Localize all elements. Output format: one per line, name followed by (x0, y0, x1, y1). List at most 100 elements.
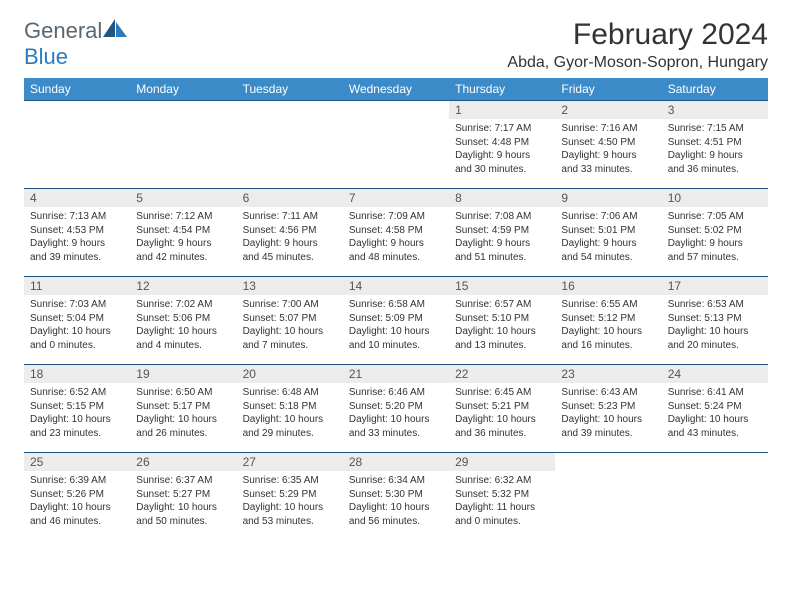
daylight-line1: Daylight: 9 hours (30, 237, 124, 251)
page-header: General Blue February 2024 Abda, Gyor-Mo… (24, 18, 768, 72)
calendar-week-row: 4Sunrise: 7:13 AMSunset: 4:53 PMDaylight… (24, 189, 768, 277)
logo-text-blue: Blue (24, 44, 68, 69)
daylight-line2: and 0 minutes. (455, 515, 549, 529)
day-details: Sunrise: 6:39 AMSunset: 5:26 PMDaylight:… (24, 471, 130, 531)
daylight-line1: Daylight: 10 hours (30, 501, 124, 515)
sunrise-text: Sunrise: 7:06 AM (561, 210, 655, 224)
daylight-line2: and 30 minutes. (455, 163, 549, 177)
sunset-text: Sunset: 4:59 PM (455, 224, 549, 238)
daylight-line2: and 26 minutes. (136, 427, 230, 441)
sunrise-text: Sunrise: 6:46 AM (349, 386, 443, 400)
calendar-day-cell: 15Sunrise: 6:57 AMSunset: 5:10 PMDayligh… (449, 277, 555, 365)
daylight-line2: and 57 minutes. (668, 251, 762, 265)
sunrise-text: Sunrise: 7:09 AM (349, 210, 443, 224)
day-number: 5 (130, 189, 236, 207)
day-number: 18 (24, 365, 130, 383)
calendar-day-cell: 29Sunrise: 6:32 AMSunset: 5:32 PMDayligh… (449, 453, 555, 541)
sunrise-text: Sunrise: 6:39 AM (30, 474, 124, 488)
sunset-text: Sunset: 5:07 PM (243, 312, 337, 326)
day-details: Sunrise: 7:17 AMSunset: 4:48 PMDaylight:… (449, 119, 555, 179)
daylight-line1: Daylight: 10 hours (349, 501, 443, 515)
day-number: 9 (555, 189, 661, 207)
calendar-day-cell: 5Sunrise: 7:12 AMSunset: 4:54 PMDaylight… (130, 189, 236, 277)
calendar-empty-cell (237, 101, 343, 189)
day-number: 16 (555, 277, 661, 295)
sunset-text: Sunset: 5:26 PM (30, 488, 124, 502)
daylight-line2: and 53 minutes. (243, 515, 337, 529)
sunset-text: Sunset: 5:30 PM (349, 488, 443, 502)
daylight-line1: Daylight: 10 hours (243, 325, 337, 339)
day-number: 12 (130, 277, 236, 295)
daylight-line1: Daylight: 10 hours (30, 413, 124, 427)
day-number: 24 (662, 365, 768, 383)
sunrise-text: Sunrise: 6:41 AM (668, 386, 762, 400)
daylight-line2: and 29 minutes. (243, 427, 337, 441)
day-details: Sunrise: 6:41 AMSunset: 5:24 PMDaylight:… (662, 383, 768, 443)
sunset-text: Sunset: 4:56 PM (243, 224, 337, 238)
sunset-text: Sunset: 5:15 PM (30, 400, 124, 414)
daylight-line1: Daylight: 9 hours (561, 237, 655, 251)
sunset-text: Sunset: 5:13 PM (668, 312, 762, 326)
calendar-empty-cell (555, 453, 661, 541)
calendar-week-row: 18Sunrise: 6:52 AMSunset: 5:15 PMDayligh… (24, 365, 768, 453)
calendar-table: SundayMondayTuesdayWednesdayThursdayFrid… (24, 78, 768, 541)
calendar-day-cell: 6Sunrise: 7:11 AMSunset: 4:56 PMDaylight… (237, 189, 343, 277)
daylight-line1: Daylight: 10 hours (668, 413, 762, 427)
title-block: February 2024 Abda, Gyor-Moson-Sopron, H… (507, 18, 768, 72)
daylight-line2: and 39 minutes. (30, 251, 124, 265)
sunrise-text: Sunrise: 7:02 AM (136, 298, 230, 312)
day-number: 27 (237, 453, 343, 471)
day-details: Sunrise: 6:52 AMSunset: 5:15 PMDaylight:… (24, 383, 130, 443)
day-number: 3 (662, 101, 768, 119)
day-details: Sunrise: 7:12 AMSunset: 4:54 PMDaylight:… (130, 207, 236, 267)
daylight-line1: Daylight: 10 hours (136, 501, 230, 515)
daylight-line1: Daylight: 10 hours (561, 413, 655, 427)
day-details: Sunrise: 7:08 AMSunset: 4:59 PMDaylight:… (449, 207, 555, 267)
daylight-line2: and 51 minutes. (455, 251, 549, 265)
sunrise-text: Sunrise: 6:55 AM (561, 298, 655, 312)
calendar-day-cell: 14Sunrise: 6:58 AMSunset: 5:09 PMDayligh… (343, 277, 449, 365)
sunrise-text: Sunrise: 6:34 AM (349, 474, 443, 488)
daylight-line2: and 43 minutes. (668, 427, 762, 441)
day-details: Sunrise: 6:46 AMSunset: 5:20 PMDaylight:… (343, 383, 449, 443)
calendar-week-row: 25Sunrise: 6:39 AMSunset: 5:26 PMDayligh… (24, 453, 768, 541)
calendar-day-cell: 23Sunrise: 6:43 AMSunset: 5:23 PMDayligh… (555, 365, 661, 453)
sunset-text: Sunset: 5:29 PM (243, 488, 337, 502)
day-number: 22 (449, 365, 555, 383)
calendar-day-cell: 28 Sunrise: 6:34 AMSunset: 5:30 PMDayligh… (343, 453, 449, 541)
daylight-line1: Daylight: 9 hours (455, 237, 549, 251)
sunset-text: Sunset: 5:17 PM (136, 400, 230, 414)
sunrise-text: Sunrise: 6:50 AM (136, 386, 230, 400)
day-number: 2 (555, 101, 661, 119)
calendar-day-cell: 7Sunrise: 7:09 AMSunset: 4:58 PMDaylight… (343, 189, 449, 277)
day-details: Sunrise: 6:57 AMSunset: 5:10 PMDaylight:… (449, 295, 555, 355)
day-number: 28 (343, 453, 449, 471)
daylight-line2: and 36 minutes. (668, 163, 762, 177)
location-text: Abda, Gyor-Moson-Sopron, Hungary (507, 54, 768, 72)
day-details: Sunrise: 7:00 AMSunset: 5:07 PMDaylight:… (237, 295, 343, 355)
day-details: Sunrise: 6:45 AMSunset: 5:21 PMDaylight:… (449, 383, 555, 443)
daylight-line2: and 50 minutes. (136, 515, 230, 529)
day-details: Sunrise: 6:35 AMSunset: 5:29 PMDaylight:… (237, 471, 343, 531)
calendar-day-cell: 3Sunrise: 7:15 AMSunset: 4:51 PMDaylight… (662, 101, 768, 189)
sunrise-text: Sunrise: 7:16 AM (561, 122, 655, 136)
day-number: 25 (24, 453, 130, 471)
sunrise-text: Sunrise: 7:08 AM (455, 210, 549, 224)
sunset-text: Sunset: 4:58 PM (349, 224, 443, 238)
day-details: Sunrise: 7:16 AMSunset: 4:50 PMDaylight:… (555, 119, 661, 179)
sunrise-text: Sunrise: 6:45 AM (455, 386, 549, 400)
calendar-day-cell: 8Sunrise: 7:08 AMSunset: 4:59 PMDaylight… (449, 189, 555, 277)
day-details: Sunrise: 7:05 AMSunset: 5:02 PMDaylight:… (662, 207, 768, 267)
sunrise-text: Sunrise: 7:11 AM (243, 210, 337, 224)
calendar-day-cell: 26Sunrise: 6:37 AMSunset: 5:27 PMDayligh… (130, 453, 236, 541)
daylight-line1: Daylight: 10 hours (349, 413, 443, 427)
daylight-line2: and 10 minutes. (349, 339, 443, 353)
sunrise-text: Sunrise: 6:48 AM (243, 386, 337, 400)
weekday-header: Tuesday (237, 78, 343, 101)
day-details: Sunrise: 7:06 AMSunset: 5:01 PMDaylight:… (555, 207, 661, 267)
calendar-day-cell: 10Sunrise: 7:05 AMSunset: 5:02 PMDayligh… (662, 189, 768, 277)
weekday-header: Thursday (449, 78, 555, 101)
sunset-text: Sunset: 4:51 PM (668, 136, 762, 150)
daylight-line1: Daylight: 10 hours (455, 325, 549, 339)
day-number: 10 (662, 189, 768, 207)
